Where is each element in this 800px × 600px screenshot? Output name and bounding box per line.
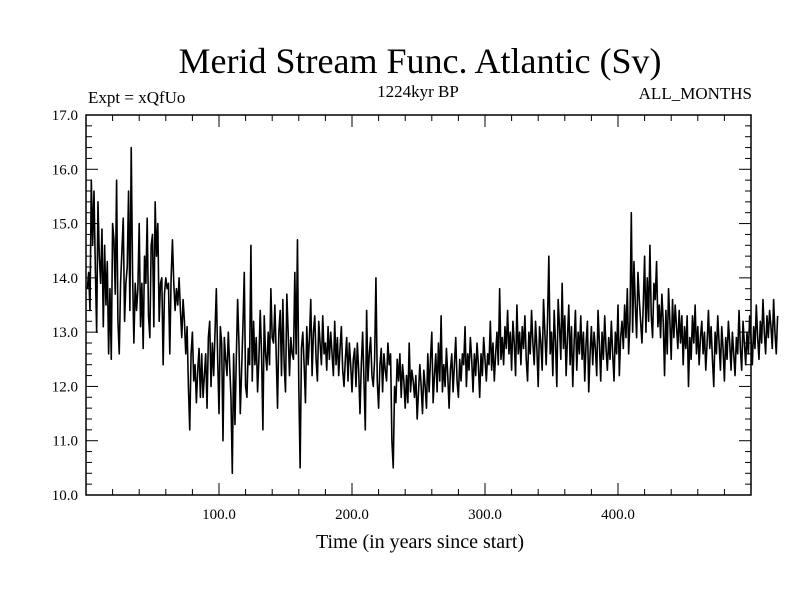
x-tick-label: 200.0: [335, 507, 369, 523]
y-tick-label: 13.0: [52, 325, 78, 341]
y-tick-label: 15.0: [52, 217, 78, 233]
y-tick-label: 12.0: [52, 379, 78, 395]
chart-subtitle: 1224kyr BP: [377, 82, 459, 101]
months-label: ALL_MONTHS: [639, 84, 752, 103]
chart-title: Merid Stream Func. Atlantic (Sv): [179, 41, 662, 81]
plot-frame: [85, 114, 752, 496]
series-line: [86, 146, 779, 475]
experiment-label: Expt = xQfUo: [88, 88, 185, 107]
y-tick-label: 14.0: [52, 271, 78, 287]
x-tick-label: 400.0: [601, 507, 635, 523]
y-tick-label: 11.0: [52, 434, 78, 450]
y-tick-label: 17.0: [52, 108, 78, 124]
axis-tick-labels: 10.0 11.0 12.0 13.0 14.0 15.0 16.0 17.0 100.0 200…: [52, 108, 635, 523]
y-tick-label: 10.0: [52, 488, 78, 504]
x-tick-label: 100.0: [202, 507, 236, 523]
x-tick-label: 300.0: [468, 507, 502, 523]
y-tick-label: 16.0: [52, 162, 78, 178]
x-axis-label: Time (in years since start): [316, 531, 524, 553]
